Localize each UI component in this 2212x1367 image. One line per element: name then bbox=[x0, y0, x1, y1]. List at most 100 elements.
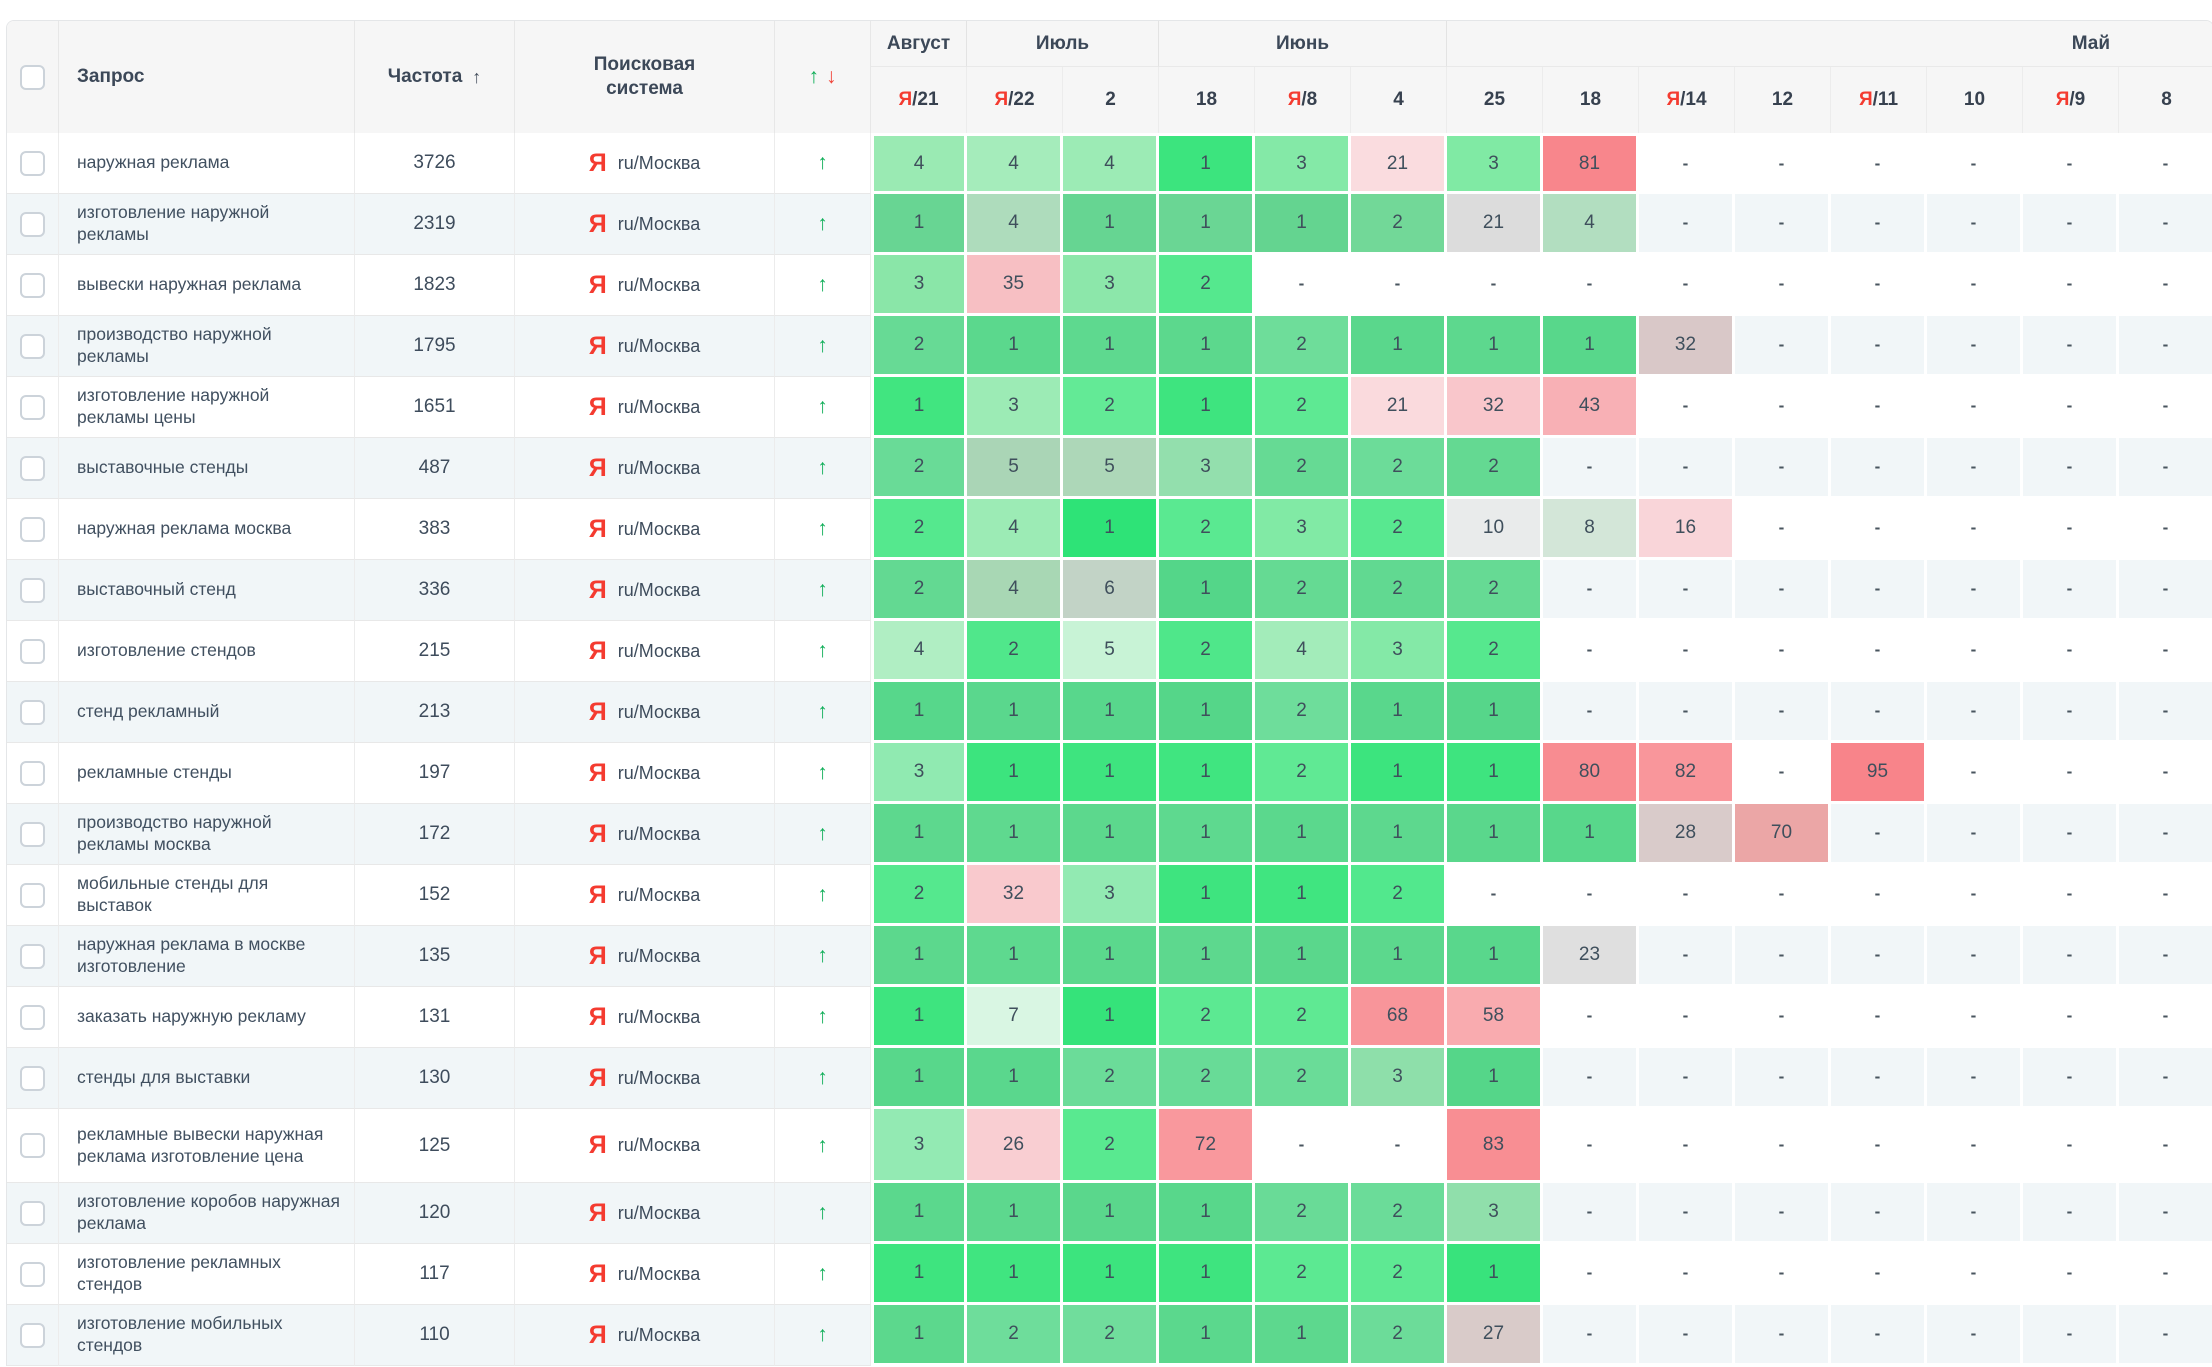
query-text: вывески наружная реклама bbox=[77, 274, 302, 295]
query-cell[interactable]: изготовление коробов наружная реклама bbox=[59, 1183, 355, 1244]
row-checkbox[interactable] bbox=[20, 516, 45, 542]
position-empty-cell: - bbox=[1543, 865, 1639, 926]
position-cell: 4 bbox=[871, 621, 967, 682]
query-cell[interactable]: наружная реклама москва bbox=[59, 499, 355, 560]
sort-ascending-icon[interactable]: ↑ bbox=[472, 66, 482, 87]
query-cell[interactable]: наружная реклама bbox=[59, 133, 355, 194]
row-checkbox[interactable] bbox=[20, 394, 45, 420]
query-cell[interactable]: производство наружной рекламы москва bbox=[59, 804, 355, 865]
position-cell: 2 bbox=[871, 560, 967, 621]
query-cell[interactable]: рекламные стенды bbox=[59, 743, 355, 804]
select-all-checkbox[interactable] bbox=[20, 64, 45, 90]
query-cell[interactable]: стенд рекламный bbox=[59, 682, 355, 743]
position-cell: 1 bbox=[1159, 743, 1255, 804]
query-cell[interactable]: изготовление наружной рекламы bbox=[59, 194, 355, 255]
date-header-cell[interactable]: Я/22 bbox=[967, 67, 1063, 133]
position-cell: 4 bbox=[967, 499, 1063, 560]
query-cell[interactable]: мобильные стенды для выставок bbox=[59, 865, 355, 926]
row-checkbox[interactable] bbox=[20, 1200, 45, 1226]
query-cell[interactable]: изготовление мобильных стендов bbox=[59, 1305, 355, 1366]
row-checkbox[interactable] bbox=[20, 760, 45, 786]
position-empty-cell: - bbox=[1735, 865, 1831, 926]
position-cell: 2 bbox=[1255, 1183, 1351, 1244]
frequency-cell: 117 bbox=[355, 1244, 515, 1305]
row-checkbox[interactable] bbox=[20, 1322, 45, 1348]
row-checkbox[interactable] bbox=[20, 455, 45, 481]
position-empty-cell: - bbox=[1927, 1109, 2023, 1183]
row-checkbox[interactable] bbox=[20, 272, 45, 298]
query-cell[interactable]: производство наружной рекламы bbox=[59, 316, 355, 377]
frequency-value: 1823 bbox=[413, 274, 456, 295]
frequency-column-header[interactable]: Частота ↑ bbox=[355, 21, 515, 133]
query-cell[interactable]: изготовление наружной рекламы цены bbox=[59, 377, 355, 438]
position-empty-cell: - bbox=[2023, 255, 2119, 316]
yandex-icon: Я bbox=[588, 697, 607, 726]
date-header-cell[interactable]: Я/8 bbox=[1255, 67, 1351, 133]
frequency-value: 131 bbox=[418, 1006, 451, 1027]
position-cell: 2 bbox=[1447, 621, 1543, 682]
query-cell[interactable]: вывески наружная реклама bbox=[59, 255, 355, 316]
query-text: стенды для выставки bbox=[77, 1067, 251, 1088]
date-header-cell[interactable]: 2 bbox=[1063, 67, 1159, 133]
date-header-cell[interactable]: 8 bbox=[2119, 67, 2212, 133]
position-cell: 6 bbox=[1063, 560, 1159, 621]
row-checkbox[interactable] bbox=[20, 1004, 45, 1030]
query-cell[interactable]: рекламные вывески наружная реклама изгот… bbox=[59, 1109, 355, 1183]
position-cell: 2 bbox=[1255, 682, 1351, 743]
date-header-cell[interactable]: Я/9 bbox=[2023, 67, 2119, 133]
yandex-update-icon: Я bbox=[2055, 89, 2070, 110]
date-header-cell[interactable]: 18 bbox=[1159, 67, 1255, 133]
position-cell: 1 bbox=[871, 1244, 967, 1305]
query-cell[interactable]: изготовление рекламных стендов bbox=[59, 1244, 355, 1305]
row-checkbox[interactable] bbox=[20, 699, 45, 725]
date-header-cell[interactable]: Я/14 bbox=[1639, 67, 1735, 133]
query-column-header[interactable]: Запрос bbox=[59, 21, 355, 133]
position-empty-cell: - bbox=[1927, 621, 2023, 682]
query-cell[interactable]: стенды для выставки bbox=[59, 1048, 355, 1109]
query-cell[interactable]: наружная реклама в москве изготовление bbox=[59, 926, 355, 987]
position-cell: 2 bbox=[1255, 1048, 1351, 1109]
search-engine-label: ru/Москва bbox=[617, 1324, 701, 1345]
position-cell: 1 bbox=[1447, 804, 1543, 865]
row-checkbox[interactable] bbox=[20, 211, 45, 237]
row-checkbox[interactable] bbox=[20, 333, 45, 359]
query-cell[interactable]: заказать наружную рекламу bbox=[59, 987, 355, 1048]
query-cell[interactable]: выставочные стенды bbox=[59, 438, 355, 499]
date-header-cell[interactable]: 18 bbox=[1543, 67, 1639, 133]
trend-cell: ↑ bbox=[775, 377, 871, 438]
row-checkbox[interactable] bbox=[20, 1065, 45, 1091]
row-checkbox[interactable] bbox=[20, 821, 45, 847]
row-checkbox[interactable] bbox=[20, 638, 45, 664]
date-header-cell[interactable]: 4 bbox=[1351, 67, 1447, 133]
row-checkbox[interactable] bbox=[20, 882, 45, 908]
row-checkbox[interactable] bbox=[20, 150, 45, 176]
position-empty-cell: - bbox=[2023, 1244, 2119, 1305]
date-header-cell[interactable]: 12 bbox=[1735, 67, 1831, 133]
query-cell[interactable]: выставочный стенд bbox=[59, 560, 355, 621]
trend-up-icon: ↑ bbox=[817, 395, 828, 418]
frequency-value: 110 bbox=[419, 1324, 450, 1345]
row-checkbox[interactable] bbox=[20, 577, 45, 603]
position-empty-cell: - bbox=[1831, 987, 1927, 1048]
date-header-cell[interactable]: 25 bbox=[1447, 67, 1543, 133]
date-header-cell[interactable]: 10 bbox=[1927, 67, 2023, 133]
date-header-cell[interactable]: Я/21 bbox=[871, 67, 967, 133]
frequency-cell: 135 bbox=[355, 926, 515, 987]
position-cell: 5 bbox=[1063, 621, 1159, 682]
position-empty-cell: - bbox=[1543, 1244, 1639, 1305]
date-header-cell[interactable]: Я/11 bbox=[1831, 67, 1927, 133]
row-checkbox[interactable] bbox=[20, 1133, 45, 1158]
query-text: изготовление мобильных стендов bbox=[77, 1313, 283, 1355]
position-empty-cell: - bbox=[1543, 438, 1639, 499]
trend-up-icon: ↑ bbox=[817, 639, 828, 662]
query-text: производство наружной рекламы bbox=[77, 324, 272, 366]
position-empty-cell: - bbox=[1927, 316, 2023, 377]
frequency-value: 172 bbox=[418, 823, 451, 844]
query-cell[interactable]: изготовление стендов bbox=[59, 621, 355, 682]
row-checkbox[interactable] bbox=[20, 943, 45, 969]
row-checkbox[interactable] bbox=[20, 1261, 45, 1287]
trend-column-header[interactable]: ↑ ↓ bbox=[775, 21, 871, 133]
